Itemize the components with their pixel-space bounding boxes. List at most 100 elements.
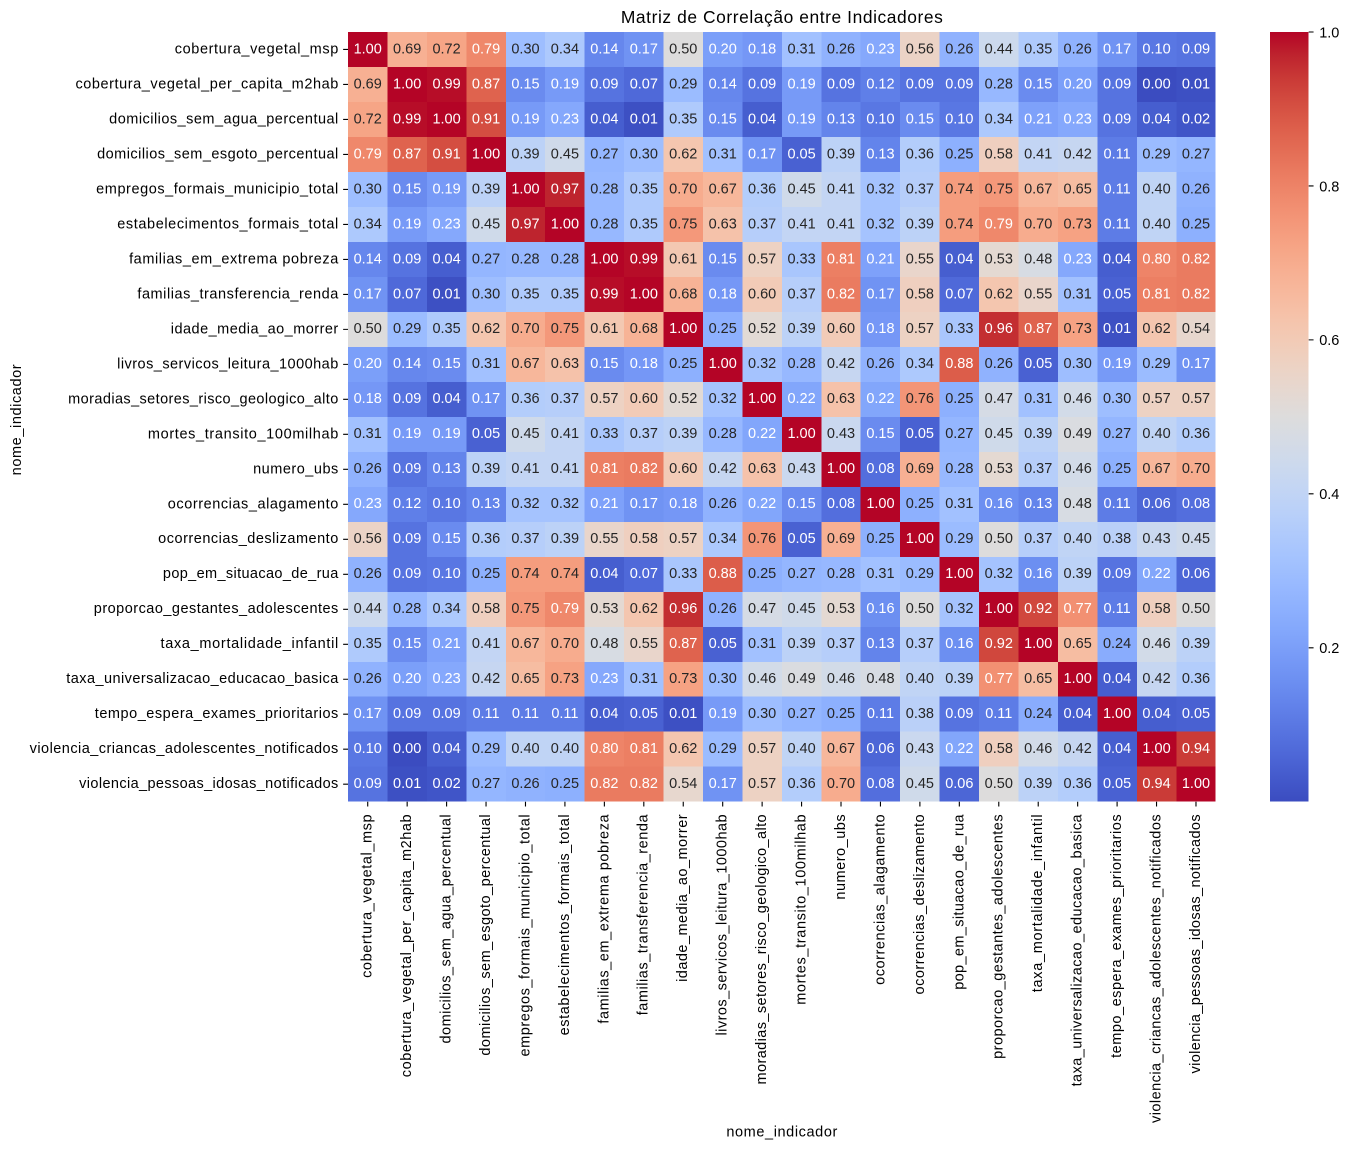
svg-text:0.75: 0.75 xyxy=(669,216,697,232)
svg-text:0.92: 0.92 xyxy=(985,636,1013,652)
svg-text:0.15: 0.15 xyxy=(787,496,815,512)
svg-text:1.00: 1.00 xyxy=(1064,671,1092,687)
svg-text:0.19: 0.19 xyxy=(1103,356,1131,372)
svg-text:0.16: 0.16 xyxy=(866,601,894,617)
svg-text:0.27: 0.27 xyxy=(787,566,815,582)
svg-text:0.57: 0.57 xyxy=(1142,391,1170,407)
svg-text:0.17: 0.17 xyxy=(630,496,658,512)
svg-text:0.87: 0.87 xyxy=(472,76,500,92)
svg-text:0.15: 0.15 xyxy=(866,426,894,442)
svg-text:0.53: 0.53 xyxy=(985,461,1013,477)
svg-text:0.05: 0.05 xyxy=(1182,706,1210,722)
svg-text:0.20: 0.20 xyxy=(393,671,421,687)
svg-text:0.79: 0.79 xyxy=(985,216,1013,232)
svg-text:0.24: 0.24 xyxy=(1024,706,1052,722)
svg-text:0.36: 0.36 xyxy=(511,391,539,407)
svg-text:0.28: 0.28 xyxy=(709,426,737,442)
svg-text:0.82: 0.82 xyxy=(630,776,658,792)
svg-text:0.48: 0.48 xyxy=(1064,496,1092,512)
svg-text:0.25: 0.25 xyxy=(472,566,500,582)
svg-text:0.44: 0.44 xyxy=(354,601,382,617)
svg-text:0.34: 0.34 xyxy=(354,216,382,232)
svg-text:0.23: 0.23 xyxy=(1064,251,1092,267)
svg-text:0.04: 0.04 xyxy=(1142,111,1170,127)
svg-text:0.35: 0.35 xyxy=(1024,41,1052,57)
svg-text:0.17: 0.17 xyxy=(354,706,382,722)
svg-text:0.57: 0.57 xyxy=(590,391,618,407)
svg-text:0.46: 0.46 xyxy=(1024,741,1052,757)
svg-text:0.60: 0.60 xyxy=(669,461,697,477)
svg-text:0.40: 0.40 xyxy=(1142,426,1170,442)
svg-text:0.15: 0.15 xyxy=(906,111,934,127)
svg-text:0.11: 0.11 xyxy=(512,706,539,722)
svg-text:0.53: 0.53 xyxy=(985,251,1013,267)
svg-text:0.26: 0.26 xyxy=(354,671,382,687)
svg-text:0.58: 0.58 xyxy=(985,741,1013,757)
svg-text:0.31: 0.31 xyxy=(709,146,737,162)
svg-text:0.61: 0.61 xyxy=(590,321,618,337)
svg-text:0.30: 0.30 xyxy=(354,181,382,197)
svg-text:0.96: 0.96 xyxy=(669,601,697,617)
svg-text:1.00: 1.00 xyxy=(906,531,934,547)
svg-text:0.82: 0.82 xyxy=(827,286,855,302)
svg-text:0.48: 0.48 xyxy=(866,671,894,687)
svg-text:1.00: 1.00 xyxy=(393,76,421,92)
svg-text:0.01: 0.01 xyxy=(1182,76,1210,92)
svg-text:0.79: 0.79 xyxy=(551,601,579,617)
svg-text:0.02: 0.02 xyxy=(432,776,460,792)
svg-text:0.70: 0.70 xyxy=(1024,216,1052,232)
svg-text:0.35: 0.35 xyxy=(630,216,658,232)
svg-text:0.67: 0.67 xyxy=(1142,461,1170,477)
svg-text:0.28: 0.28 xyxy=(590,216,618,232)
svg-text:0.16: 0.16 xyxy=(1024,566,1052,582)
svg-text:0.24: 0.24 xyxy=(1103,636,1131,652)
svg-text:0.42: 0.42 xyxy=(1064,741,1092,757)
svg-text:0.41: 0.41 xyxy=(787,216,815,232)
svg-text:0.01: 0.01 xyxy=(630,111,658,127)
svg-text:0.43: 0.43 xyxy=(787,461,815,477)
svg-text:0.67: 0.67 xyxy=(1024,181,1052,197)
svg-text:0.05: 0.05 xyxy=(709,636,737,652)
svg-text:0.63: 0.63 xyxy=(748,461,776,477)
svg-text:0.57: 0.57 xyxy=(906,321,934,337)
svg-text:0.26: 0.26 xyxy=(354,461,382,477)
svg-text:0.30: 0.30 xyxy=(709,671,737,687)
svg-text:0.08: 0.08 xyxy=(1182,496,1210,512)
svg-text:0.32: 0.32 xyxy=(945,601,973,617)
svg-text:0.45: 0.45 xyxy=(985,426,1013,442)
svg-text:proporcao_gestantes_adolescent: proporcao_gestantes_adolescentes xyxy=(94,601,339,617)
svg-text:0.39: 0.39 xyxy=(1024,776,1052,792)
svg-text:0.56: 0.56 xyxy=(906,41,934,57)
svg-text:tempo_espera_exames_prioritari: tempo_espera_exames_prioritarios xyxy=(1109,814,1125,1057)
svg-text:0.32: 0.32 xyxy=(985,566,1013,582)
svg-text:0.04: 0.04 xyxy=(432,391,460,407)
svg-text:0.01: 0.01 xyxy=(1103,321,1131,337)
svg-text:0.32: 0.32 xyxy=(866,181,894,197)
svg-text:0.29: 0.29 xyxy=(906,566,934,582)
svg-text:0.34: 0.34 xyxy=(551,41,579,57)
svg-text:0.81: 0.81 xyxy=(827,251,855,267)
svg-text:0.19: 0.19 xyxy=(393,216,421,232)
svg-text:0.26: 0.26 xyxy=(827,41,855,57)
svg-text:0.58: 0.58 xyxy=(1142,601,1170,617)
svg-text:0.22: 0.22 xyxy=(1142,566,1170,582)
svg-text:0.09: 0.09 xyxy=(393,251,421,267)
svg-text:tempo_espera_exames_prioritari: tempo_espera_exames_prioritarios xyxy=(95,706,339,722)
svg-text:0.00: 0.00 xyxy=(1142,76,1170,92)
svg-text:0.55: 0.55 xyxy=(630,636,658,652)
svg-text:0.35: 0.35 xyxy=(551,286,579,302)
svg-text:1.00: 1.00 xyxy=(709,356,737,372)
svg-text:0.25: 0.25 xyxy=(748,566,776,582)
svg-text:0.20: 0.20 xyxy=(354,356,382,372)
svg-text:0.39: 0.39 xyxy=(669,426,697,442)
svg-text:0.67: 0.67 xyxy=(511,356,539,372)
svg-text:0.63: 0.63 xyxy=(827,391,855,407)
svg-text:0.68: 0.68 xyxy=(630,321,658,337)
svg-text:0.11: 0.11 xyxy=(1104,146,1131,162)
svg-text:0.39: 0.39 xyxy=(1182,636,1210,652)
svg-text:0.88: 0.88 xyxy=(945,356,973,372)
svg-text:0.45: 0.45 xyxy=(1182,531,1210,547)
svg-text:0.36: 0.36 xyxy=(472,531,500,547)
svg-text:0.47: 0.47 xyxy=(985,391,1013,407)
svg-text:cobertura_vegetal_per_capita_m: cobertura_vegetal_per_capita_m2hab xyxy=(75,76,338,92)
